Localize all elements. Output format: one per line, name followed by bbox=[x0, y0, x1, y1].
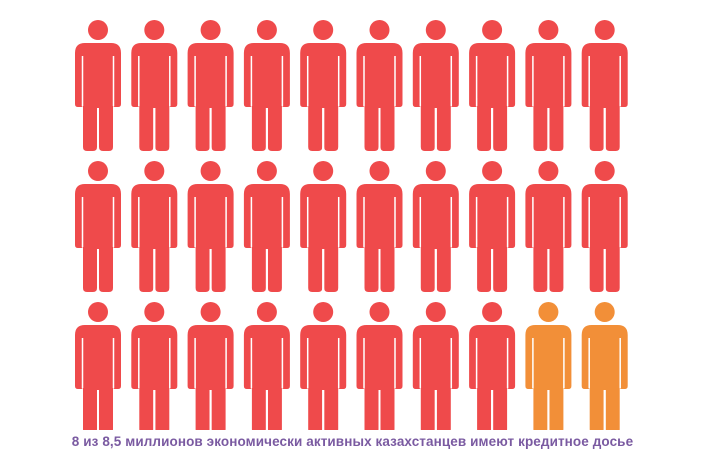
person-icon-other bbox=[525, 302, 572, 430]
person-icon-highlighted bbox=[300, 302, 347, 430]
person-icon-highlighted bbox=[187, 20, 234, 151]
person-icon-highlighted bbox=[412, 20, 459, 151]
person-icon-highlighted bbox=[131, 20, 178, 151]
person-icon-highlighted bbox=[75, 20, 121, 151]
person-icon-highlighted bbox=[356, 20, 403, 151]
person-icon-highlighted bbox=[469, 302, 516, 430]
pictogram-chart bbox=[75, 20, 628, 430]
chart-caption: 8 из 8,5 миллионов экономически активных… bbox=[71, 434, 634, 449]
person-icon-highlighted bbox=[356, 302, 403, 430]
person-icon-highlighted bbox=[581, 20, 628, 151]
person-icon-highlighted bbox=[525, 161, 572, 292]
person-icon-highlighted bbox=[525, 20, 572, 151]
person-icon-highlighted bbox=[75, 302, 121, 430]
person-icon-highlighted bbox=[412, 161, 459, 292]
person-icon-highlighted bbox=[131, 302, 178, 430]
person-icon-highlighted bbox=[187, 161, 234, 292]
person-icon-highlighted bbox=[131, 161, 178, 292]
person-icon-highlighted bbox=[412, 302, 459, 430]
person-icon-highlighted bbox=[469, 161, 516, 292]
person-icon-highlighted bbox=[300, 161, 347, 292]
person-icon-highlighted bbox=[243, 161, 290, 292]
person-icon-highlighted bbox=[243, 302, 290, 430]
person-icon-highlighted bbox=[581, 161, 628, 292]
person-icon-other bbox=[581, 302, 628, 430]
person-icon-highlighted bbox=[356, 161, 403, 292]
person-icon-highlighted bbox=[75, 161, 121, 292]
person-icon-highlighted bbox=[300, 20, 347, 151]
person-icon-highlighted bbox=[469, 20, 516, 151]
person-icon-highlighted bbox=[187, 302, 234, 430]
person-icon-highlighted bbox=[243, 20, 290, 151]
